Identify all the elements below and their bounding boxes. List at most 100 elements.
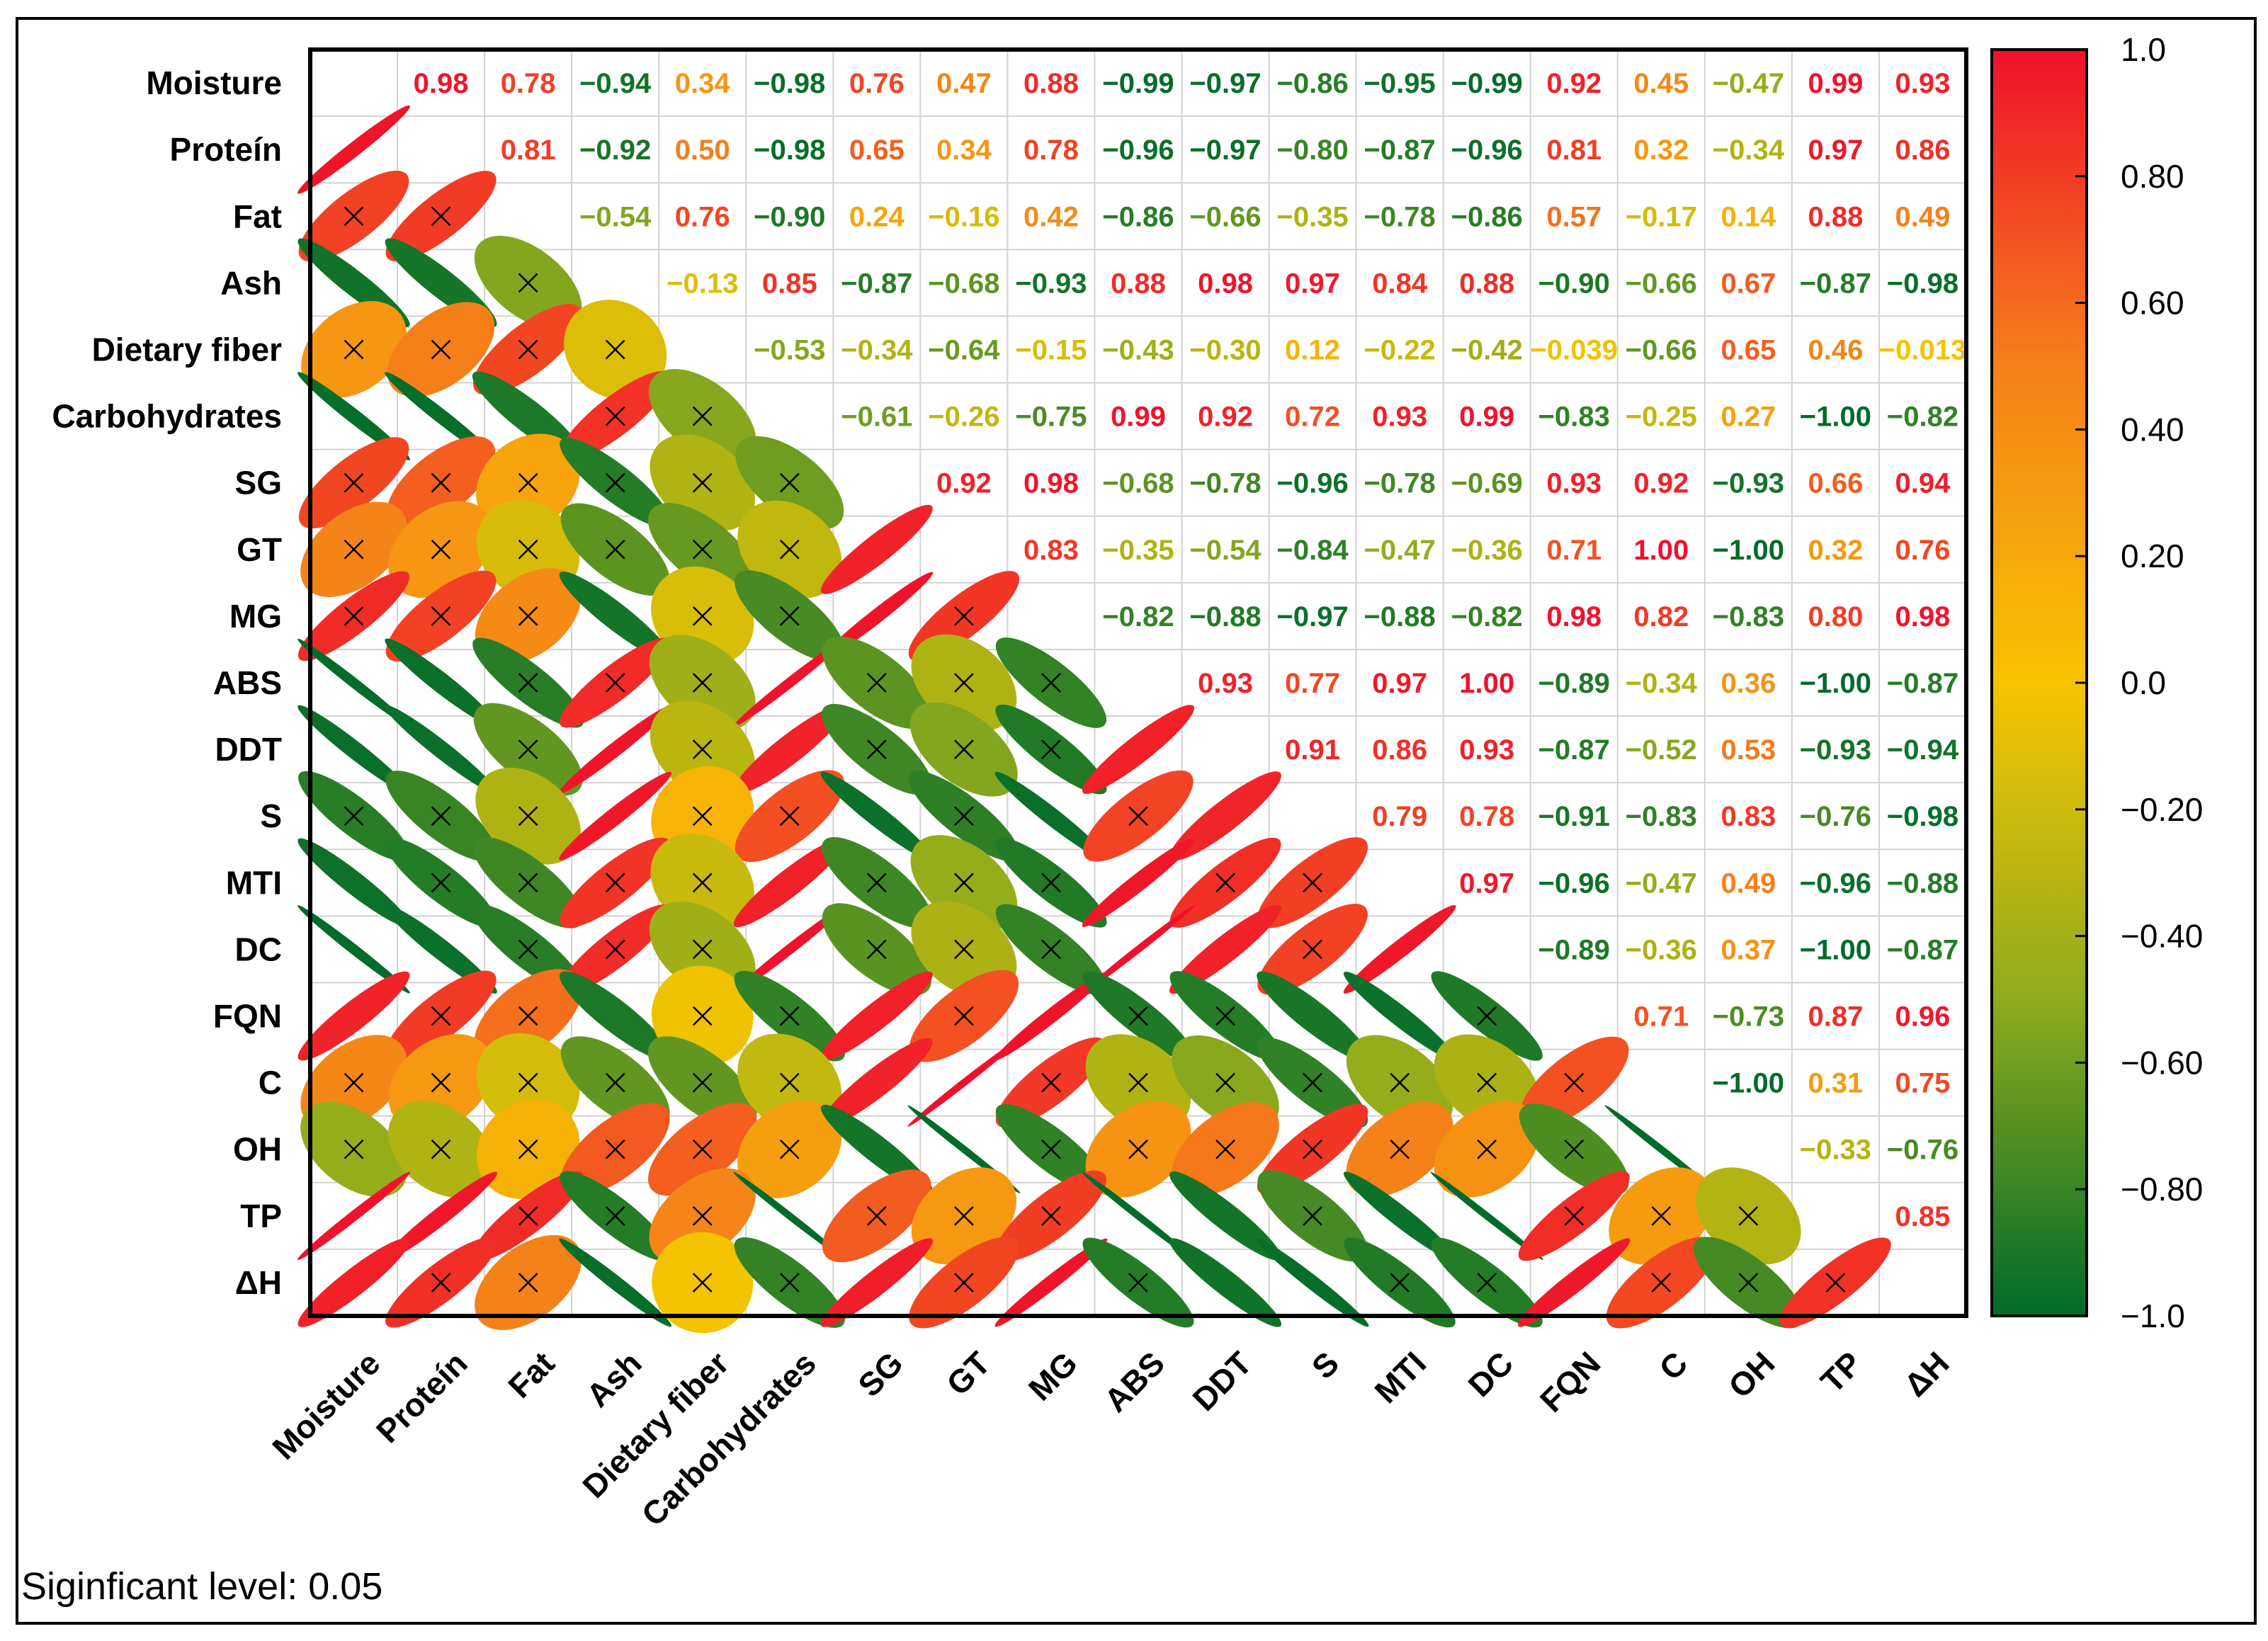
not-significant-marker [1564, 1072, 1584, 1093]
coefficient-dietary-fiber-mti: −0.22 [1364, 334, 1436, 365]
not-significant-marker [954, 1006, 974, 1026]
ellipse-dc-moisture [297, 905, 410, 994]
not-significant-marker [1041, 739, 1061, 759]
not-significant-marker [518, 806, 538, 827]
coefficient-fqn-tp: 0.87 [1808, 1001, 1863, 1033]
not-significant-marker [431, 1273, 451, 1293]
coefficient-prote-n-mg: 0.78 [1024, 135, 1079, 166]
coefficient-prote-n-mti: −0.87 [1364, 135, 1436, 166]
coefficient-prote-n-carbohydrates: −0.98 [754, 135, 825, 166]
not-significant-marker [779, 1006, 800, 1026]
coefficient-sg-h: 0.94 [1895, 468, 1951, 499]
coefficient-sg-abs: −0.68 [1102, 468, 1174, 499]
coefficient-carbohydrates-sg: −0.61 [841, 402, 912, 433]
colorbar-tick-label: 1.0 [2121, 31, 2166, 68]
coefficient-sg-s: −0.96 [1276, 468, 1348, 499]
not-significant-marker [431, 1139, 451, 1159]
coefficient-gt-ddt: −0.54 [1189, 535, 1261, 566]
coefficient-ash-dietary-fiber: −0.13 [667, 268, 738, 299]
coefficient-carbohydrates-c: −0.25 [1626, 402, 1697, 433]
coefficient-prote-n-ash: −0.92 [579, 135, 651, 166]
not-significant-marker [692, 472, 713, 493]
coefficient-mg-dc: −0.82 [1451, 601, 1523, 632]
not-significant-marker [1738, 1273, 1759, 1293]
not-significant-marker [518, 273, 538, 293]
coefficient-mti-c: −0.47 [1626, 868, 1697, 899]
coefficient-prote-n-c: 0.32 [1633, 135, 1689, 166]
not-significant-marker [605, 1205, 625, 1226]
colorbar-tick-label: 0.60 [2121, 285, 2184, 322]
coefficient-ash-ddt: 0.98 [1198, 268, 1253, 299]
not-significant-marker [518, 739, 538, 759]
coefficient-sg-fqn: 0.93 [1546, 468, 1601, 499]
not-significant-marker [1477, 1273, 1497, 1293]
not-significant-marker [518, 539, 538, 560]
coefficient-c-tp: 0.31 [1808, 1068, 1863, 1099]
coefficient-prote-n-s: −0.80 [1276, 135, 1348, 166]
colorbar [1990, 48, 2088, 1317]
coefficient-moisture-fqn: 0.92 [1546, 68, 1601, 99]
coefficient-ash-s: 0.97 [1285, 268, 1340, 299]
ellipse-tp-prote-n [385, 1171, 497, 1261]
coefficient-abs-tp: −1.00 [1800, 668, 1871, 699]
row-label-c: C [259, 1064, 282, 1101]
coefficient-dc-fqn: −0.89 [1538, 934, 1610, 965]
ellipse-s-mg [994, 771, 1108, 861]
coefficient-carbohydrates-oh: 0.27 [1720, 402, 1776, 433]
coefficient-mti-oh: 0.49 [1720, 868, 1776, 899]
coefficient-fat-ddt: −0.66 [1189, 201, 1261, 232]
coefficient-gt-oh: −1.00 [1713, 535, 1784, 566]
ellipse-h-ash [559, 1238, 672, 1327]
not-significant-marker [1390, 1139, 1410, 1159]
not-significant-marker [605, 673, 625, 693]
not-significant-marker [431, 1072, 451, 1093]
coefficient-prote-n-dietary-fiber: 0.50 [675, 135, 730, 166]
not-significant-marker [954, 606, 974, 626]
coefficient-s-dc: 0.78 [1459, 801, 1514, 832]
coefficient-ash-mg: −0.93 [1015, 268, 1087, 299]
not-significant-marker [431, 206, 451, 227]
not-significant-marker [954, 1205, 974, 1226]
not-significant-marker [1128, 1006, 1148, 1026]
row-label-fat: Fat [233, 198, 282, 234]
coefficient-ddt-c: −0.52 [1626, 734, 1697, 766]
coefficient-carbohydrates-ddt: 0.92 [1198, 402, 1253, 433]
coefficient-moisture-c: 0.45 [1633, 68, 1689, 99]
ellipse-tp-abs [1082, 1171, 1195, 1261]
coefficient-sg-gt: 0.92 [936, 468, 992, 499]
coefficient-ash-gt: −0.68 [928, 268, 999, 299]
ellipse-tp-carbohydrates [733, 1171, 846, 1261]
coefficient-dietary-fiber-mg: −0.15 [1015, 334, 1087, 365]
coefficient-abs-oh: 0.36 [1720, 668, 1776, 699]
ellipse-fqn-mg [994, 972, 1108, 1060]
not-significant-marker [1303, 1139, 1322, 1159]
coefficient-moisture-tp: 0.99 [1808, 68, 1863, 99]
ellipse-h-sg [820, 1238, 933, 1327]
not-significant-marker [866, 939, 887, 960]
not-significant-marker [1128, 1072, 1148, 1093]
not-significant-marker [1041, 939, 1061, 960]
coefficient-fqn-c: 0.71 [1633, 1001, 1689, 1033]
coefficient-mg-h: 0.98 [1895, 601, 1951, 632]
coefficient-gt-abs: −0.35 [1102, 535, 1174, 566]
coefficient-dietary-fiber-dc: −0.42 [1451, 334, 1523, 365]
coefficient-ddt-h: −0.94 [1887, 734, 1959, 766]
coefficient-fat-dc: −0.86 [1451, 201, 1523, 232]
coefficient-fat-mg: 0.42 [1024, 201, 1079, 232]
coefficient-prote-n-abs: −0.96 [1102, 135, 1174, 166]
not-significant-marker [1564, 1205, 1584, 1226]
coefficient-prote-n-h: 0.86 [1895, 135, 1951, 166]
not-significant-marker [518, 673, 538, 693]
not-significant-marker [1041, 873, 1061, 893]
not-significant-marker [692, 1205, 713, 1226]
not-significant-marker [954, 1273, 974, 1293]
coefficient-mg-ddt: −0.88 [1189, 601, 1261, 632]
not-significant-marker [692, 606, 713, 626]
ellipse-h-mg [994, 1238, 1108, 1327]
colorbar-tick-label: −0.80 [2121, 1171, 2203, 1208]
row-label-oh: OH [233, 1131, 282, 1168]
not-significant-marker [518, 1273, 538, 1293]
not-significant-marker [1041, 673, 1061, 693]
not-significant-marker [605, 472, 625, 493]
coefficient-ddt-mti: 0.86 [1372, 734, 1427, 766]
